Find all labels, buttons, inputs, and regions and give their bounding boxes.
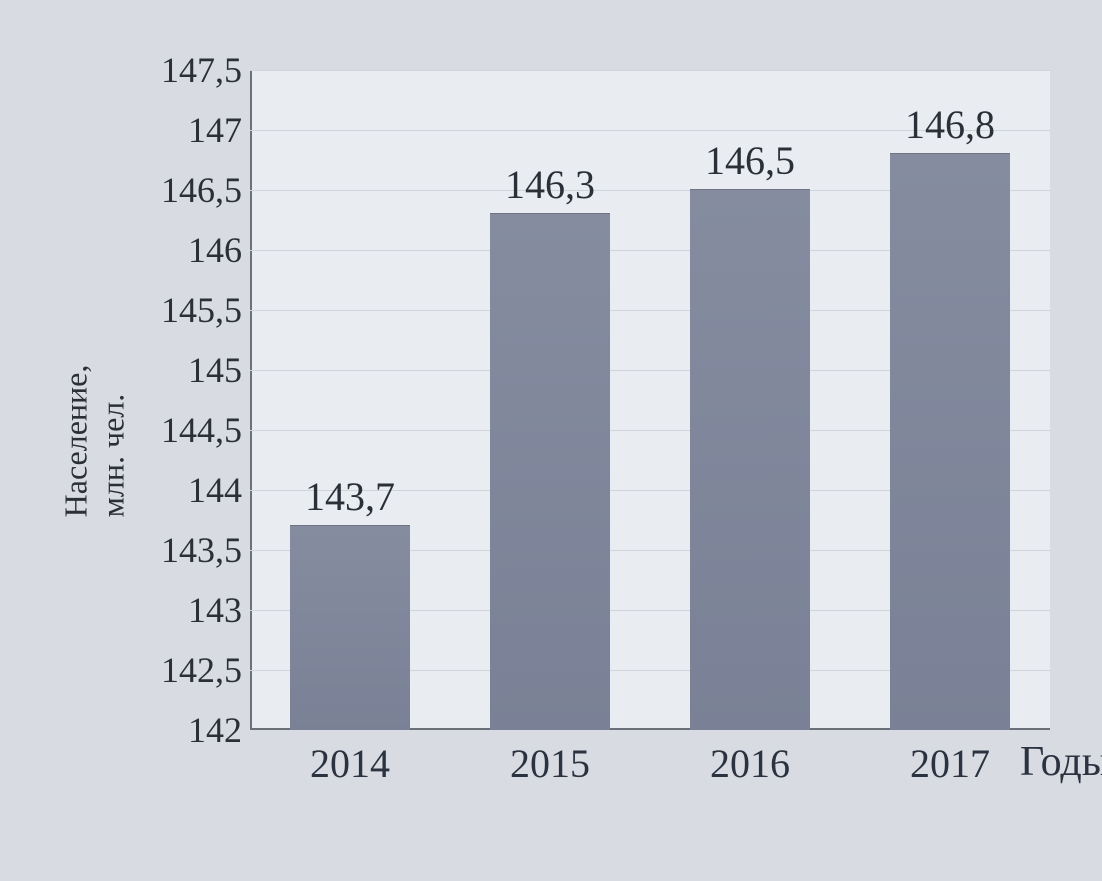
bar-value-label: 146,8 <box>905 101 995 148</box>
plot-area: 143,7 146,3 146,5 146,8 <box>250 70 1050 730</box>
y-tick-label: 144 <box>188 469 242 511</box>
bar-2016 <box>690 189 810 730</box>
bar-2015 <box>490 213 610 730</box>
bar-value-label: 146,3 <box>505 161 595 208</box>
y-tick-label: 145 <box>188 349 242 391</box>
y-tick-label: 146,5 <box>161 169 242 211</box>
gridline <box>250 70 1050 71</box>
y-tick-label: 143,5 <box>161 529 242 571</box>
x-tick-label: 2015 <box>510 740 590 787</box>
y-tick-label: 142,5 <box>161 649 242 691</box>
x-tick-label: 2017 <box>910 740 990 787</box>
x-tick-labels: 2014 2015 2016 2017 <box>250 740 1050 800</box>
y-tick-label: 143 <box>188 589 242 631</box>
x-tick-label: 2016 <box>710 740 790 787</box>
population-bar-chart: Население, млн. чел. 147,5147146,5146145… <box>0 0 1102 881</box>
bar-2014 <box>290 525 410 730</box>
y-tick-label: 146 <box>188 229 242 271</box>
y-tick-label: 142 <box>188 709 242 751</box>
y-tick-labels: 147,5147146,5146145,5145144,5144143,5143… <box>0 70 248 730</box>
x-tick-label: 2014 <box>310 740 390 787</box>
bar-value-label: 143,7 <box>305 473 395 520</box>
y-tick-label: 147,5 <box>161 49 242 91</box>
y-tick-label: 147 <box>188 109 242 151</box>
bar-2017 <box>890 153 1010 730</box>
y-axis-line <box>250 70 252 730</box>
x-axis-title: Годы <box>1020 738 1102 786</box>
y-tick-label: 145,5 <box>161 289 242 331</box>
bar-value-label: 146,5 <box>705 137 795 184</box>
y-tick-label: 144,5 <box>161 409 242 451</box>
